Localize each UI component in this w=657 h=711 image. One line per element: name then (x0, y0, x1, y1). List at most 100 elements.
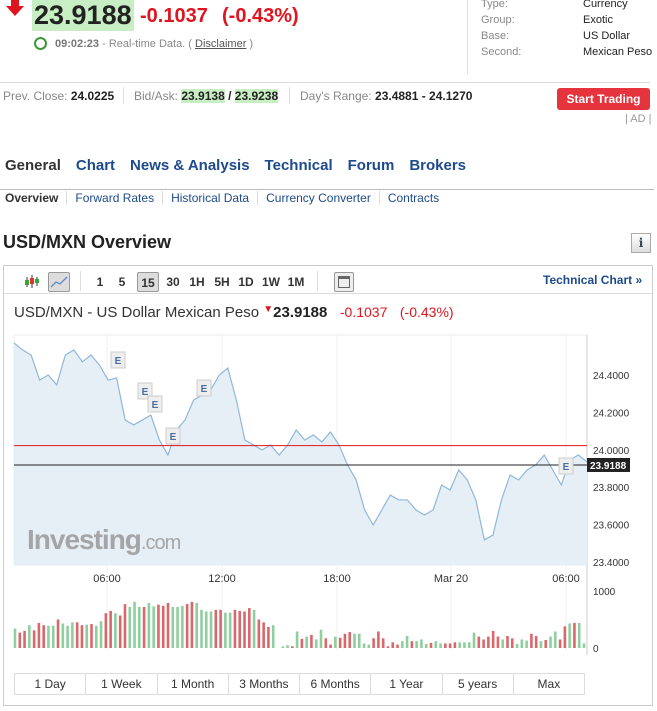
price-line (13, 342, 588, 541)
volume-bar (487, 636, 490, 648)
volume-bar (243, 611, 246, 648)
info-button[interactable]: i (631, 233, 651, 253)
tab-chart[interactable]: Chart (75, 157, 116, 174)
volume-bar (247, 608, 251, 648)
volume-bar (520, 639, 524, 648)
range-1-week[interactable]: 1 Week (85, 674, 156, 694)
volume-bar (181, 605, 184, 648)
event-marker (110, 351, 126, 369)
indicators-icon[interactable] (334, 272, 354, 292)
tab-general[interactable]: General (5, 157, 61, 174)
volume-bar (482, 639, 485, 648)
range-5-years[interactable]: 5 years (441, 674, 513, 694)
volume-bar (104, 613, 108, 648)
interval-5h[interactable]: 5H (214, 275, 230, 289)
event-marker-label: E (563, 462, 570, 473)
y-tick-label: 24.4000 (593, 371, 630, 382)
volume-bar (348, 632, 352, 648)
interval-1w[interactable]: 1W (262, 275, 280, 289)
volume-bar (75, 622, 79, 648)
tab-news-analysis[interactable]: News & Analysis (130, 157, 250, 174)
subtab-historical-data[interactable]: Historical Data (162, 191, 257, 205)
volume-bar (496, 636, 500, 648)
tab-brokers[interactable]: Brokers (409, 157, 467, 174)
volume-bar (357, 633, 361, 648)
volume-bar (23, 630, 26, 648)
interval-30[interactable]: 30 (166, 275, 180, 289)
volume-bar (118, 615, 122, 648)
volume-bar (501, 639, 505, 648)
days-range: Day's Range: 23.4881 - 24.1270 (300, 89, 473, 103)
y-tick-label: 23.6000 (593, 521, 630, 532)
range-6-months[interactable]: 6 Months (299, 674, 370, 694)
volume-bar (94, 625, 98, 648)
subtab-contracts[interactable]: Contracts (378, 191, 447, 205)
volume-bar (377, 631, 380, 648)
volume-bar (133, 601, 136, 648)
x-tick-label: 12:00 (208, 573, 236, 585)
volume-bar (305, 636, 308, 648)
tab-forum[interactable]: Forum (347, 157, 395, 174)
interval-15[interactable]: 15 (137, 272, 159, 292)
volume-bar (463, 642, 466, 648)
range-max[interactable]: Max (512, 674, 584, 694)
volume-bar (563, 626, 567, 648)
range-1-month[interactable]: 1 Month (156, 674, 228, 694)
volume-bar (367, 644, 371, 648)
volume-bar (549, 636, 552, 648)
prev-close: Prev. Close: 24.0225 (3, 89, 115, 103)
interval-1h[interactable]: 1H (189, 275, 205, 289)
volume-bar (372, 638, 375, 648)
candlestick-icon[interactable] (22, 272, 42, 292)
range-3-months[interactable]: 3 Months (227, 674, 299, 694)
subtab-forward-rates[interactable]: Forward Rates (66, 191, 162, 205)
interval-1[interactable]: 1 (96, 275, 104, 289)
disclaimer-link[interactable]: Disclaimer (195, 38, 247, 50)
volume-bar (281, 646, 285, 648)
volume-bar (334, 636, 337, 648)
tab-technical[interactable]: Technical (264, 157, 333, 174)
price-area (14, 343, 587, 565)
volume-bar (224, 612, 227, 648)
down-arrow-icon (6, 6, 24, 16)
volume-bar (233, 609, 237, 648)
start-trading-button[interactable]: Start Trading (557, 88, 650, 110)
subtab-overview[interactable]: Overview (5, 191, 59, 205)
volume-bar (343, 633, 347, 648)
range-1-year[interactable]: 1 Year (370, 674, 441, 694)
last-price: 23.9188 (32, 0, 134, 31)
interval-1d[interactable]: 1D (238, 275, 254, 289)
divider (0, 82, 650, 83)
subtab-currency-converter[interactable]: Currency Converter (257, 191, 379, 205)
volume-bar (291, 646, 294, 648)
volume-bar (506, 636, 509, 648)
x-tick-label: 06:00 (93, 573, 121, 585)
volume-bar (214, 609, 218, 648)
volume-bar (13, 628, 17, 648)
volume-bar (190, 601, 194, 648)
volume-bar (66, 625, 69, 648)
volume-bar (477, 636, 481, 648)
volume-bar (539, 641, 543, 648)
volume-bar (420, 639, 423, 648)
interval-1m[interactable]: 1M (287, 275, 305, 289)
volume-bar (42, 625, 45, 648)
volume-bar (300, 638, 304, 648)
line-chart-icon[interactable] (48, 272, 70, 292)
chart-widget (3, 265, 653, 706)
volume-bar (386, 646, 390, 648)
event-marker (147, 395, 163, 413)
volume-bar (439, 643, 442, 648)
range-1-day[interactable]: 1 Day (34, 677, 66, 691)
volume-bar (530, 633, 533, 648)
volume-bar (472, 632, 476, 648)
volume-bar (396, 644, 399, 648)
page-title: USD/MXN Overview (3, 232, 172, 252)
volume-bar (61, 623, 65, 648)
interval-5[interactable]: 5 (118, 275, 126, 289)
volume-bar (252, 609, 256, 648)
volume-bar (238, 610, 242, 648)
volume-bar (558, 639, 562, 648)
technical-chart-link[interactable]: Technical Chart » (543, 273, 643, 287)
